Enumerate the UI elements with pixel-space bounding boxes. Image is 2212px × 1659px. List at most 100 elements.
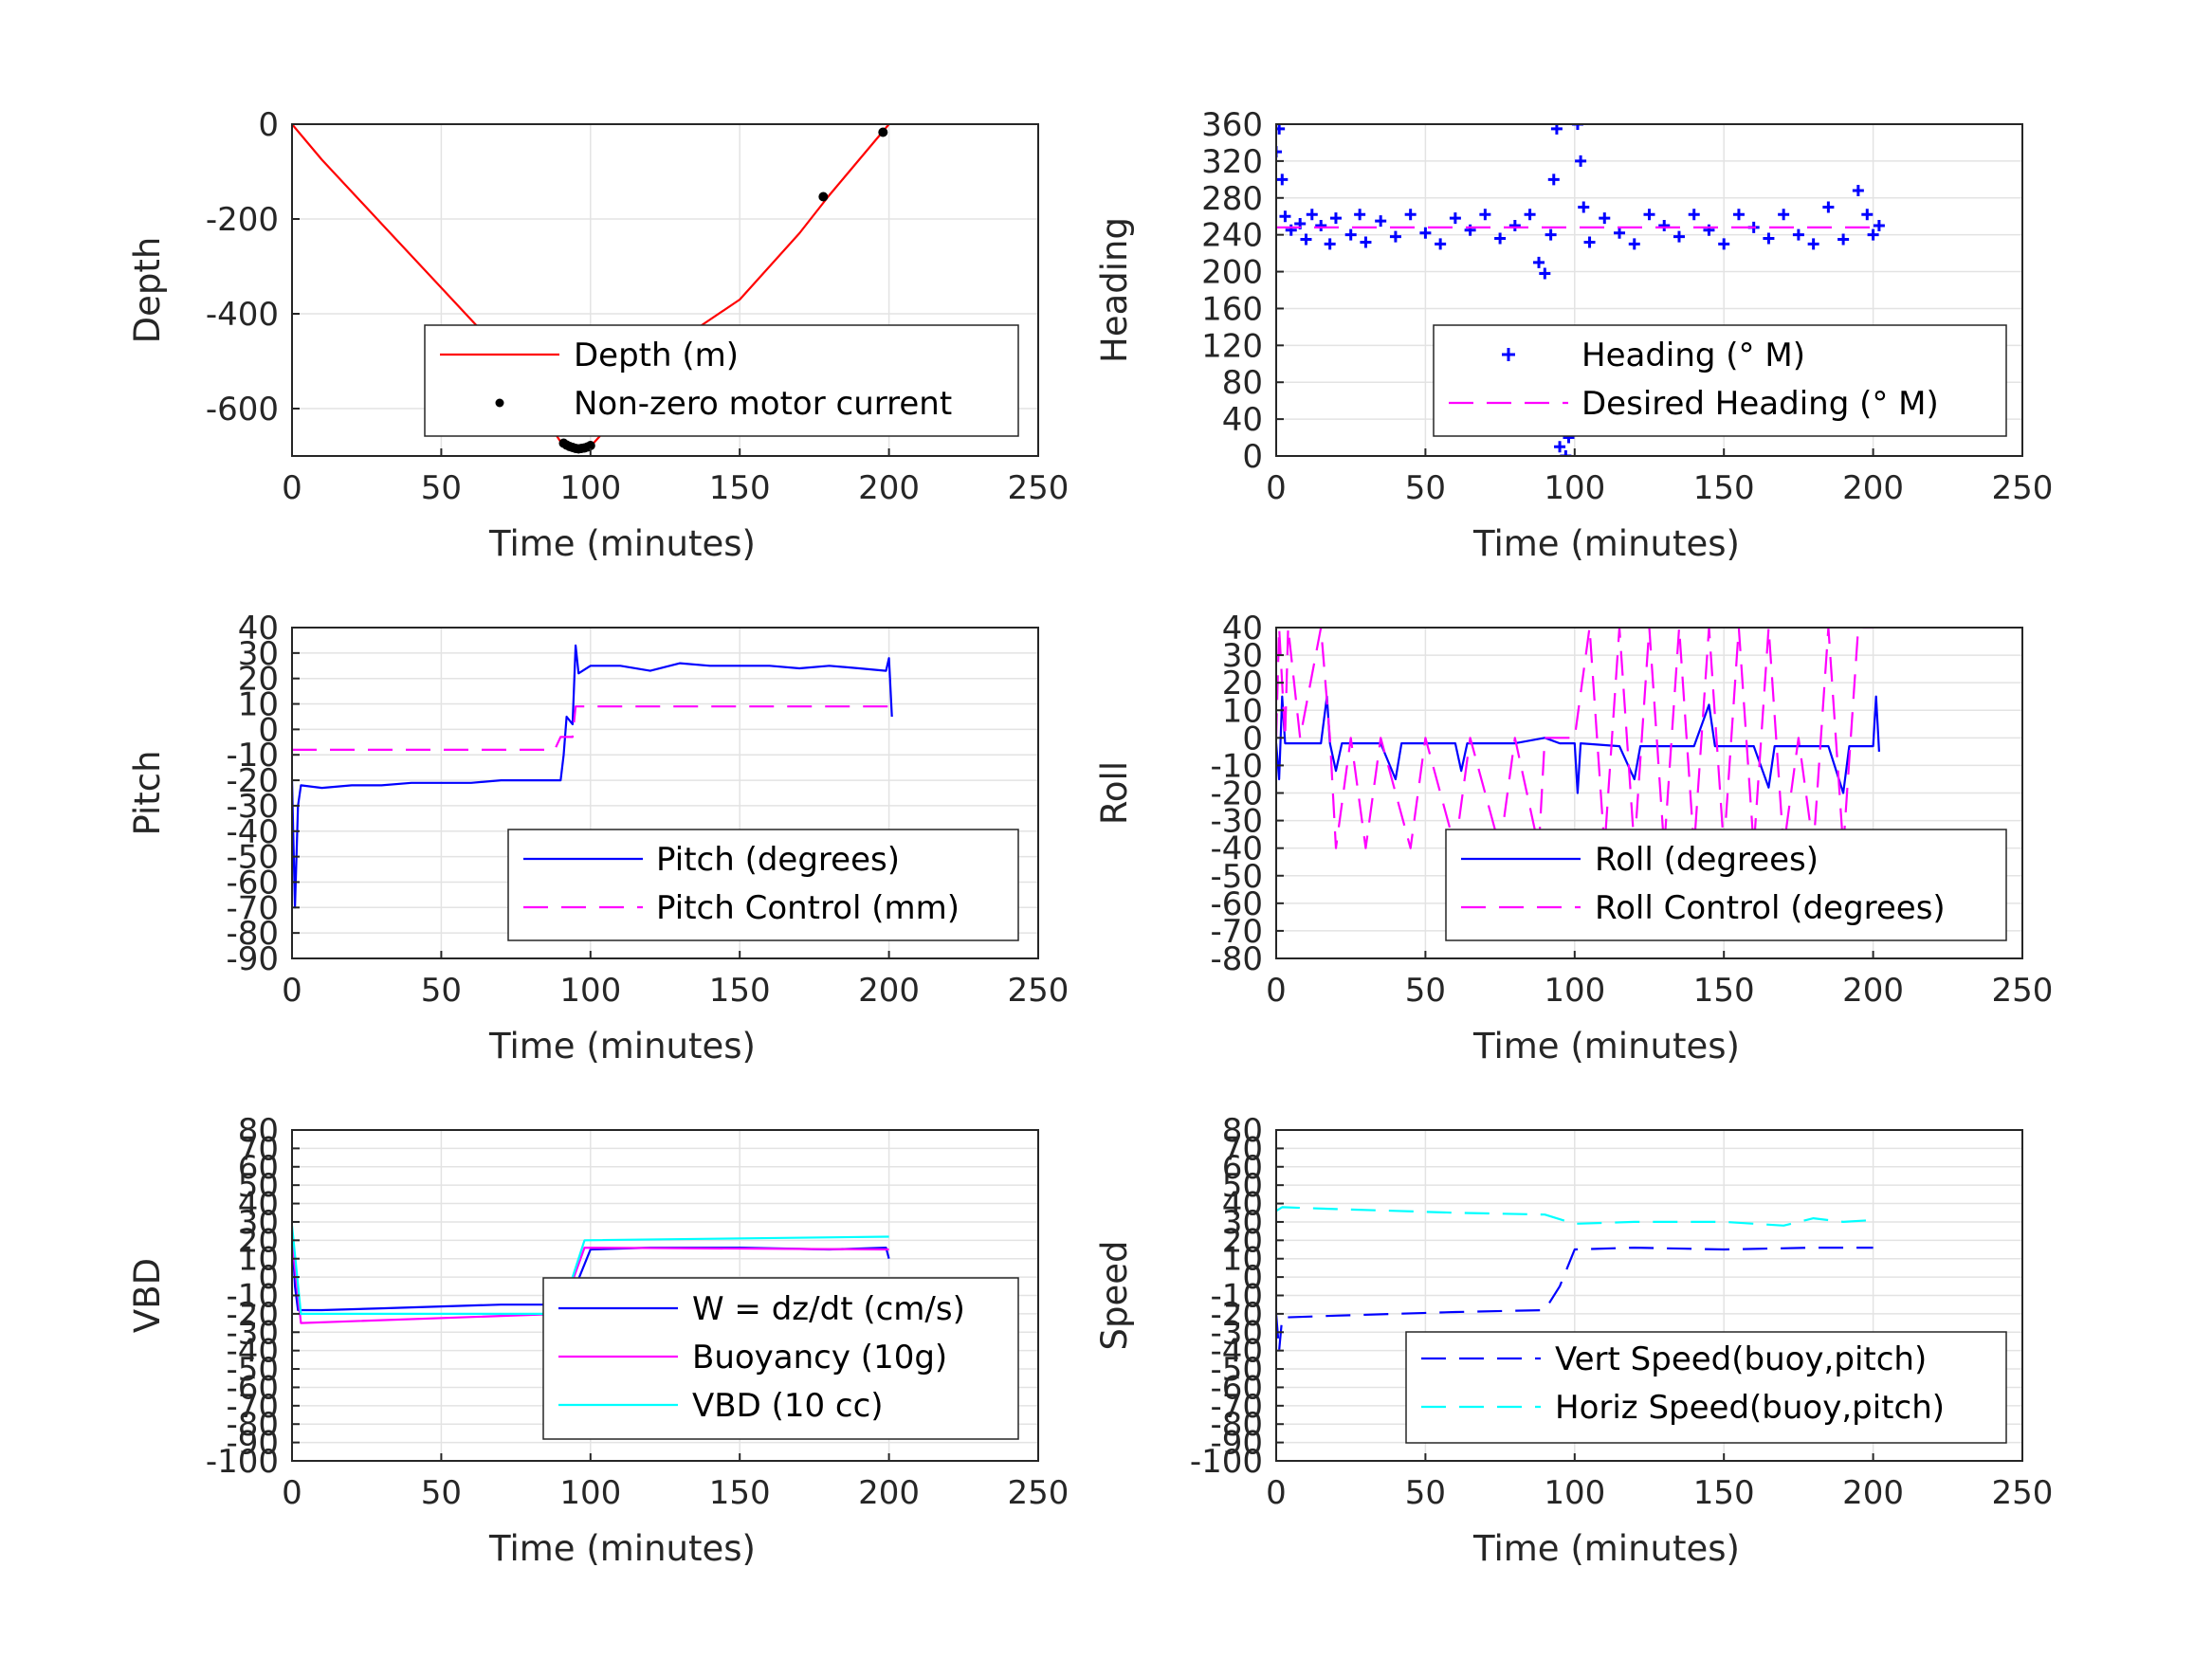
legend-label: Buoyancy (10g) <box>692 1339 947 1376</box>
legend-box <box>1445 829 2007 941</box>
y-tick-label: -80 <box>1210 940 1263 978</box>
data-point <box>1533 256 1545 268</box>
data-point <box>1547 173 1560 186</box>
data-point <box>1494 232 1507 245</box>
y-tick-label: -60 <box>1210 1369 1263 1407</box>
data-point <box>1867 228 1879 241</box>
y-tick-label: -50 <box>226 1351 279 1389</box>
y-tick-label: 160 <box>1201 290 1263 328</box>
data-point <box>1837 233 1850 246</box>
series-line <box>1276 1206 1874 1227</box>
x-tick-label: 100 <box>559 1474 621 1512</box>
series-1 <box>292 644 893 909</box>
legend: Pitch (degrees) Pitch Control (mm) <box>507 829 1019 941</box>
legend-label: Pitch (degrees) <box>656 841 900 879</box>
y-tick-label: 30 <box>238 635 279 673</box>
y-tick-label: -70 <box>226 1388 279 1426</box>
y-tick-label: -600 <box>206 391 279 428</box>
y-tick-label: -90 <box>226 1425 279 1463</box>
y-tick-label: -70 <box>1210 913 1263 951</box>
data-layer <box>1276 1206 1874 1352</box>
x-tick-label: 200 <box>1842 1474 1904 1512</box>
y-tick-label: 0 <box>1242 438 1263 476</box>
legend-box <box>1405 1331 2007 1444</box>
y-tick-label: -30 <box>1210 1314 1263 1352</box>
x-tick-label: 100 <box>1544 1474 1605 1512</box>
y-tick-label: 30 <box>1222 1204 1263 1242</box>
y-tick-label: -10 <box>1210 747 1263 785</box>
x-tick-label: 250 <box>1008 972 1069 1010</box>
legend-label: Pitch Control (mm) <box>656 889 960 927</box>
data-point <box>1614 227 1626 239</box>
data-point <box>1852 185 1864 196</box>
series-2 <box>558 127 888 454</box>
x-tick-label: 50 <box>421 469 462 507</box>
data-layer <box>1276 628 1880 849</box>
chart-vbd: 0 50 100 150 200 25080706050403020100-10-20-3… <box>127 1112 1069 1569</box>
data-point <box>1643 209 1655 221</box>
y-tick-label: 320 <box>1201 143 1263 181</box>
legend-label: Heading (° M) <box>1581 337 1805 374</box>
x-axis-label: Time (minutes) <box>1472 1026 1740 1066</box>
y-tick-label: -30 <box>226 788 279 826</box>
chart-roll: 0 50 100 150 200 250403020100-10-20-30-40-50-… <box>1094 610 2053 1066</box>
y-axis-label: Pitch <box>127 750 168 835</box>
x-tick-label: 250 <box>1992 469 2054 507</box>
y-tick-label: 80 <box>1222 1112 1263 1150</box>
x-axis-label: Time (minutes) <box>488 1528 756 1569</box>
x-tick-label: 200 <box>1842 972 1904 1010</box>
series-line <box>292 644 893 909</box>
y-tick-label: -50 <box>1210 1351 1263 1389</box>
y-tick-label: 0 <box>1242 1259 1263 1297</box>
data-point <box>1435 238 1447 250</box>
x-tick-label: 50 <box>1405 972 1446 1010</box>
y-tick-label: -40 <box>226 1333 279 1371</box>
y-axis-label: Heading <box>1094 217 1135 363</box>
data-point <box>878 127 888 137</box>
data-point <box>1763 232 1775 245</box>
legend-box <box>542 1277 1019 1440</box>
series-2 <box>292 705 889 751</box>
data-point <box>1560 450 1572 456</box>
x-axis-label: Time (minutes) <box>488 523 756 564</box>
legend-label: Non-zero motor current <box>574 385 952 423</box>
series-1 <box>1276 1247 1874 1352</box>
y-tick-label: -60 <box>226 864 279 902</box>
data-point <box>1479 209 1491 221</box>
y-tick-label: -80 <box>226 915 279 953</box>
legend: Heading (° M) Desired Heading (° M) <box>1433 324 2007 437</box>
x-tick-label: 0 <box>282 972 302 1010</box>
x-tick-label: 200 <box>1842 469 1904 507</box>
axes-box <box>1275 123 2023 457</box>
y-tick-label: 0 <box>258 106 279 144</box>
y-tick-label: 70 <box>1222 1130 1263 1168</box>
data-point <box>1578 201 1590 213</box>
y-tick-label: -20 <box>226 1296 279 1334</box>
x-tick-label: 250 <box>1992 1474 2054 1512</box>
y-axis-label: Depth <box>127 237 168 344</box>
y-axis-label: Roll <box>1094 761 1135 825</box>
x-axis-label: Time (minutes) <box>488 1026 756 1066</box>
data-point <box>1276 146 1282 158</box>
y-tick-label: 20 <box>1222 665 1263 702</box>
data-point <box>1279 210 1291 223</box>
y-tick-label: -80 <box>1210 1406 1263 1444</box>
data-point <box>1583 236 1596 248</box>
data-point <box>1599 212 1611 225</box>
y-tick-label: -10 <box>1210 1278 1263 1316</box>
data-point <box>1688 209 1700 221</box>
x-axis-label: Time (minutes) <box>1472 523 1740 564</box>
x-tick-label: 100 <box>559 972 621 1010</box>
legend: Roll (degrees) Roll Control (degrees) <box>1445 829 2007 941</box>
y-tick-label: -20 <box>226 762 279 800</box>
y-tick-label: 60 <box>238 1149 279 1187</box>
y-tick-label: 40 <box>238 1186 279 1224</box>
data-point <box>1508 219 1521 231</box>
y-tick-label: 10 <box>1222 1241 1263 1279</box>
legend-sample <box>495 398 504 408</box>
y-tick-label: -30 <box>1210 803 1263 841</box>
legend-label: W = dz/dt (cm/s) <box>692 1290 965 1328</box>
y-tick-label: 240 <box>1201 217 1263 255</box>
legend-label: Horiz Speed(buoy,pitch) <box>1555 1389 1945 1427</box>
